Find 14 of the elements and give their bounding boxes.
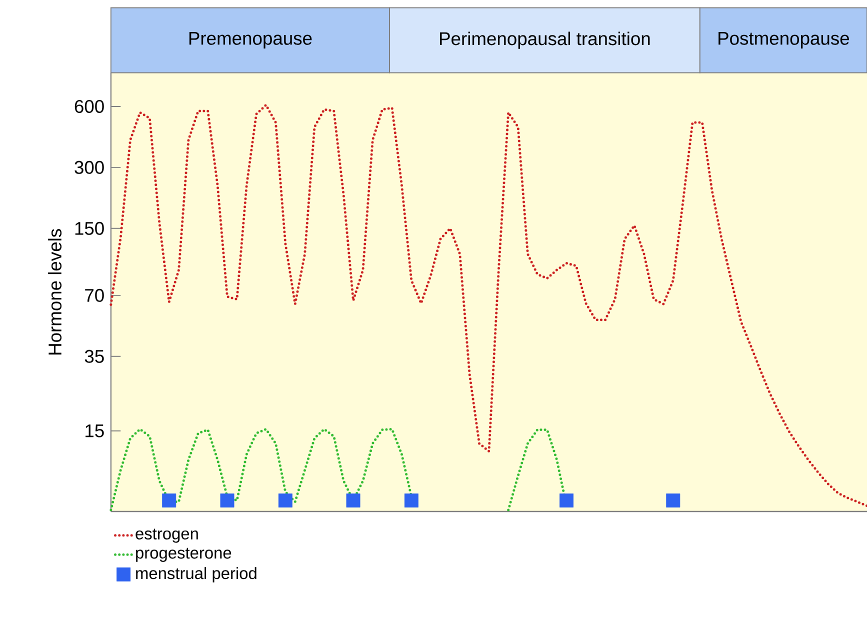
y-tick-label: 150 bbox=[75, 222, 104, 235]
y-axis-title: Hormone levels bbox=[48, 228, 62, 354]
legend-label: progesterone bbox=[136, 548, 232, 562]
y-tick-label: 600 bbox=[74, 100, 104, 113]
y-tick-label: 35 bbox=[84, 350, 104, 363]
legend-label: menstrual period bbox=[136, 567, 256, 582]
legend-label: estrogen bbox=[136, 528, 198, 543]
text: Perimenopausal transition bbox=[440, 32, 650, 49]
y-tick-label: 15 bbox=[86, 424, 104, 438]
text: Premenopause bbox=[189, 32, 312, 48]
y-tick-label: 300 bbox=[74, 160, 104, 174]
y-tick-label: 70 bbox=[85, 288, 104, 302]
text: Postmenopause bbox=[718, 32, 850, 48]
line-series bbox=[110, 104, 867, 507]
